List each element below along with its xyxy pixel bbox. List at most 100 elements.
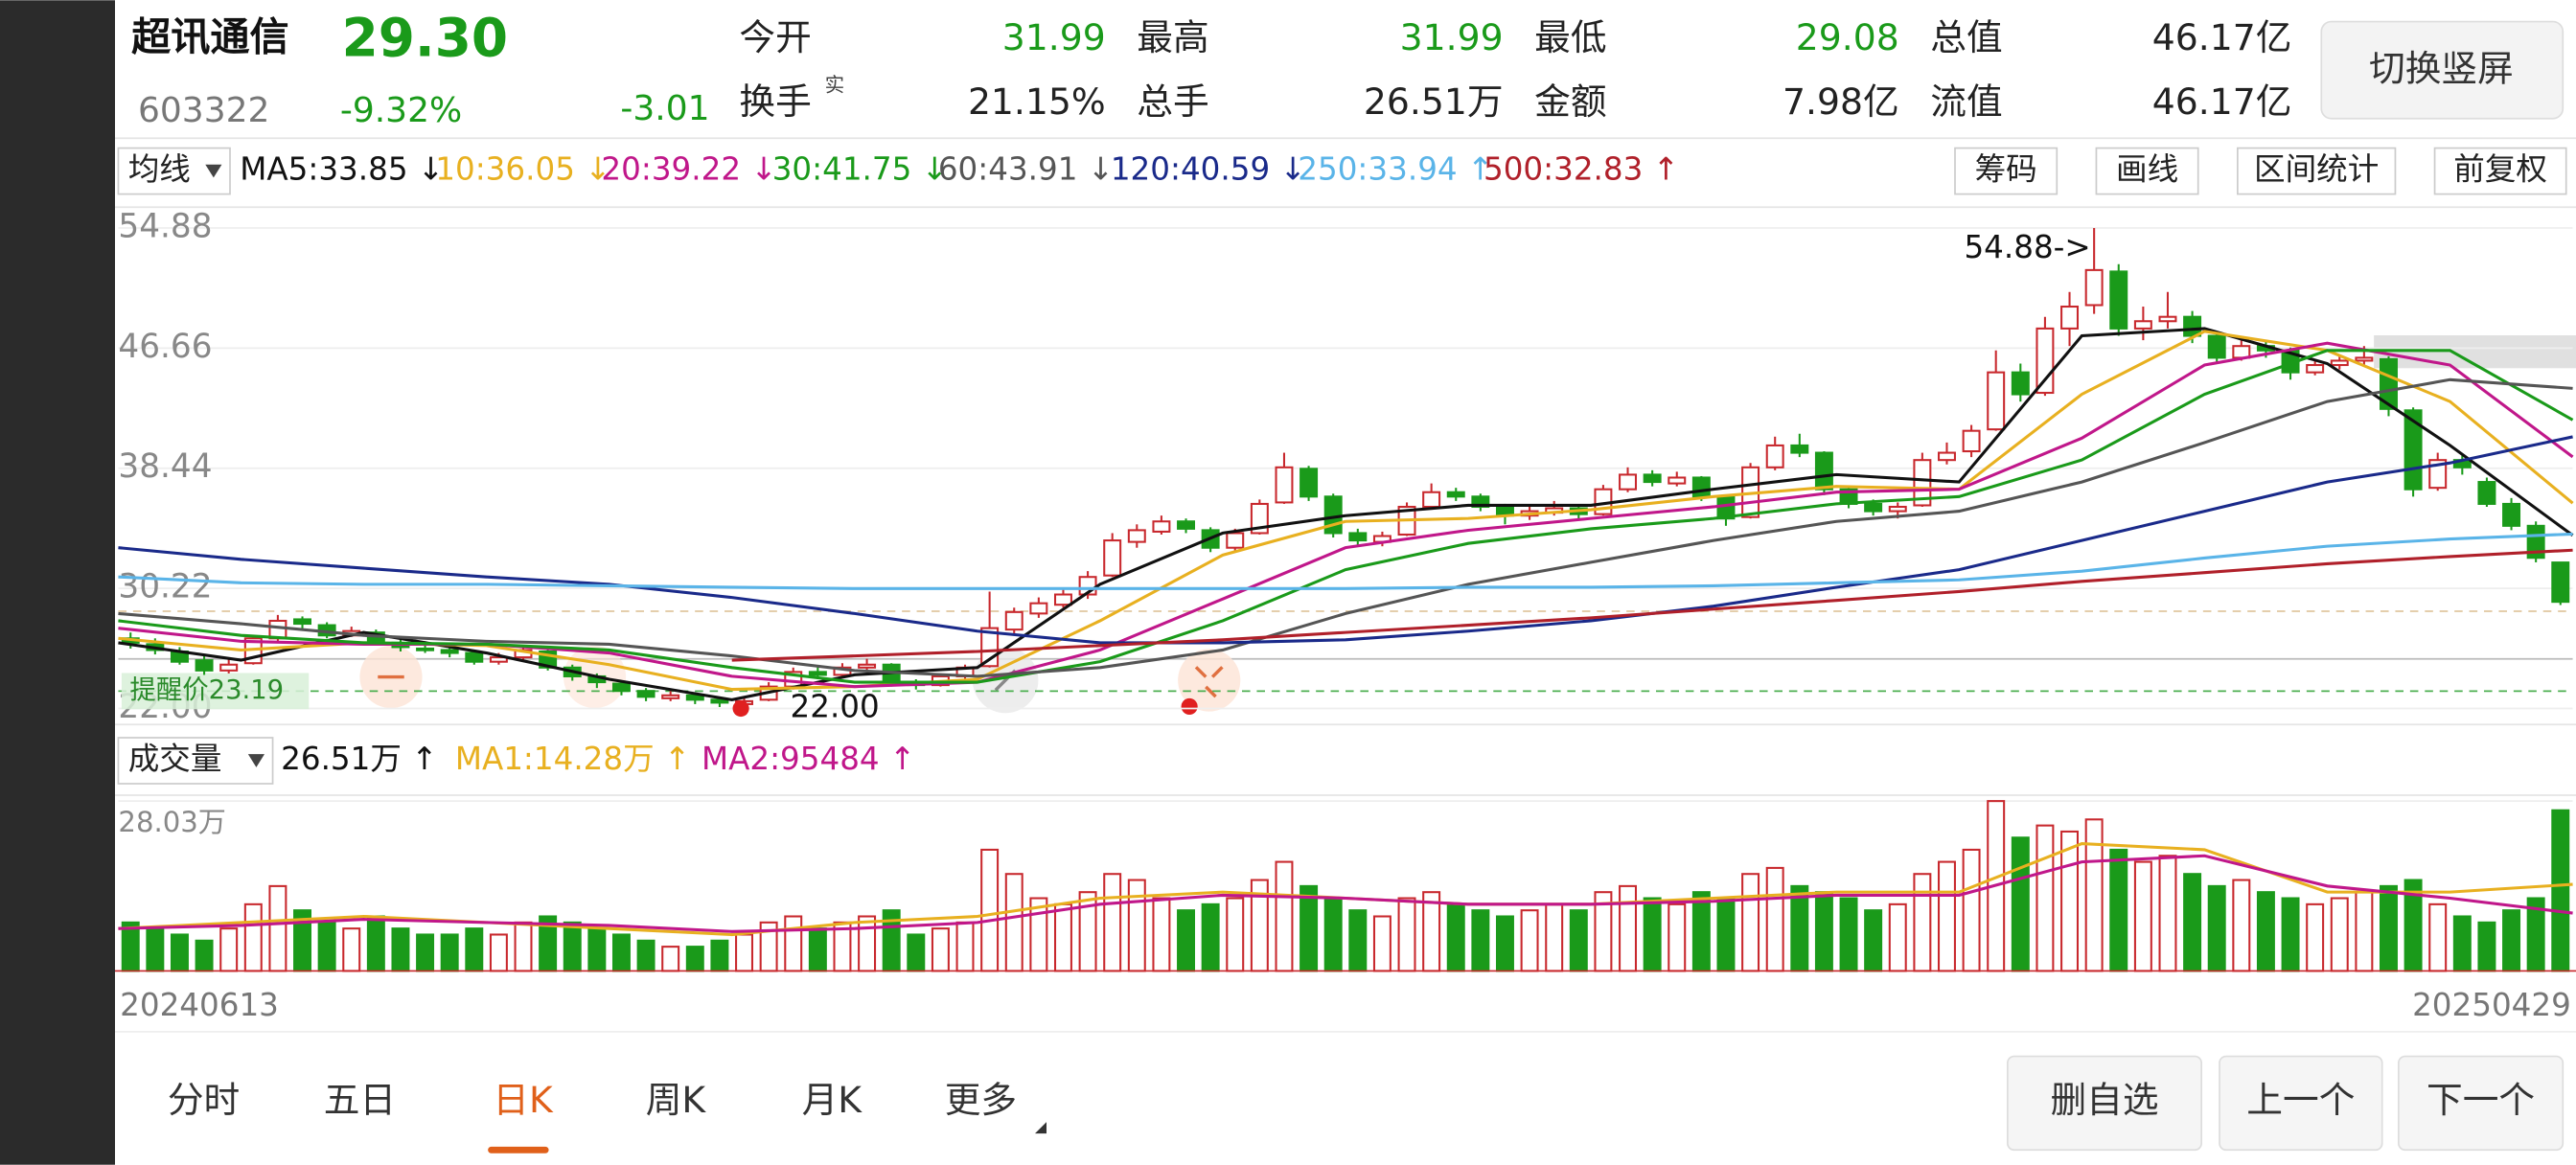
volume-bar: [636, 939, 656, 972]
volume-bar: [2452, 915, 2472, 972]
action-button-label[interactable]: 删自选: [2050, 1079, 2158, 1121]
tab[interactable]: 日K: [493, 1079, 554, 1121]
candle-body: [2183, 315, 2202, 337]
volume-selector[interactable]: [117, 737, 274, 785]
volume-bar: [1323, 897, 1343, 972]
candle-body: [416, 647, 435, 651]
y-tick-label: 54.88: [118, 207, 212, 245]
stat-value: 26.51万: [1364, 80, 1504, 123]
dropdown-icon: [205, 164, 222, 178]
volume-bar: [1962, 848, 1981, 972]
volume-bar: [1397, 897, 1416, 972]
volume-bar: [416, 933, 435, 972]
tool-button[interactable]: [1954, 147, 2058, 195]
action-button-label[interactable]: 下一个: [2426, 1079, 2535, 1121]
stat-label: 换手: [739, 80, 811, 123]
y-tick-label: 28.03万: [118, 806, 226, 838]
action-button[interactable]: [2398, 1055, 2564, 1152]
tab[interactable]: 五日: [324, 1079, 396, 1121]
volume-bar: [858, 915, 877, 972]
candle-body: [293, 618, 311, 626]
stat-label: 流值: [1930, 80, 2002, 123]
tool-button-label[interactable]: 区间统计: [2254, 151, 2379, 188]
volume-bar: [1275, 860, 1294, 972]
action-button-label[interactable]: 上一个: [2246, 1079, 2355, 1121]
candle-body: [808, 671, 827, 676]
date-start: 20240613: [120, 987, 279, 1023]
volume-bar: [243, 902, 263, 972]
volume-bar: [2036, 824, 2055, 972]
volume-bar: [366, 915, 385, 972]
volume-bar: [146, 927, 165, 972]
candle-body: [465, 651, 484, 663]
tool-button-label[interactable]: 画线: [2116, 151, 2178, 188]
orientation-button[interactable]: [2320, 20, 2564, 120]
volume-bar: [2281, 897, 2300, 972]
actions: 删自选 上一个 下一个: [2007, 1055, 2564, 1152]
candle-body: [661, 694, 680, 699]
orientation-button-label[interactable]: 切换竖屏: [2369, 47, 2514, 89]
volume-bar: [2380, 884, 2398, 972]
ma-legend: 10:36.05 ↓: [435, 151, 610, 188]
candle-body: [2207, 334, 2226, 359]
volume-bar: [611, 933, 631, 972]
volume-bar: [2330, 897, 2349, 972]
volume-bar: [2084, 818, 2104, 972]
tab[interactable]: 分时: [168, 1079, 240, 1121]
min-label: 22.00: [791, 689, 880, 725]
action-button[interactable]: [2007, 1055, 2202, 1152]
stock-price: 29.30: [342, 7, 508, 68]
volume-bar: [1716, 897, 1736, 972]
tool-button[interactable]: [2236, 147, 2397, 195]
volume-bar: [1495, 915, 1514, 972]
volume-bar: [2232, 879, 2251, 972]
stock-name: 超讯通信: [131, 13, 289, 59]
stat-sup: 实: [825, 73, 845, 96]
volume-bar: [465, 927, 484, 972]
volume-bar: [2158, 855, 2177, 972]
tab[interactable]: 周K: [646, 1079, 707, 1121]
volume-bar: [1790, 884, 1809, 972]
candle-body: [1004, 610, 1024, 631]
stat-value: 46.17亿: [2152, 16, 2292, 58]
stat-value: 31.99: [1002, 16, 1106, 58]
ma-legend: 120:40.59 ↓: [1111, 151, 1306, 188]
volume-bar: [2306, 902, 2325, 972]
candle-body: [219, 663, 239, 672]
action-button[interactable]: [2219, 1055, 2383, 1152]
tool-button-label[interactable]: 前复权: [2453, 151, 2547, 188]
candle-body: [685, 694, 704, 701]
alert-tag: [121, 673, 310, 710]
tool-button-label[interactable]: 筹码: [1975, 151, 2037, 188]
candle-body: [1275, 466, 1294, 504]
volume-chart: 28.03万 MA1:14.28万 ↑ MA2:95484 ↑: [118, 741, 2573, 972]
volume-bar: [1177, 909, 1196, 972]
candle-body: [1765, 444, 1784, 468]
ma-selector-label[interactable]: 均线: [128, 151, 191, 188]
tab[interactable]: 更多: [945, 1079, 1017, 1121]
max-label: 54.88->: [1964, 229, 2090, 265]
volume-bar: [170, 933, 189, 972]
tool-button[interactable]: [2095, 147, 2199, 195]
change: -3.01: [620, 89, 709, 128]
volume-bar: [1741, 873, 1760, 972]
event-icon[interactable]: [1178, 649, 1241, 712]
stat-value: 7.98亿: [1782, 80, 1899, 123]
stat-label: 今开: [739, 16, 811, 58]
candle-body: [1127, 529, 1146, 543]
stat-label: 最低: [1534, 16, 1606, 58]
stat-label: 总值: [1930, 16, 2002, 58]
volume-bar: [2551, 809, 2570, 972]
volume-bar: [514, 921, 533, 972]
ma-line: [118, 349, 2574, 684]
volume-bar: [1520, 909, 1539, 972]
event-dot: [1181, 697, 1198, 715]
candle-body: [611, 682, 631, 693]
tool-button[interactable]: [2433, 147, 2567, 195]
volume-bar: [1569, 909, 1588, 972]
tab[interactable]: 月K: [802, 1079, 863, 1121]
candle-body: [1446, 491, 1465, 498]
volume-selector-label[interactable]: 成交量: [128, 741, 222, 777]
volume-ma-line: [118, 854, 2573, 933]
candle-body: [2036, 327, 2055, 395]
